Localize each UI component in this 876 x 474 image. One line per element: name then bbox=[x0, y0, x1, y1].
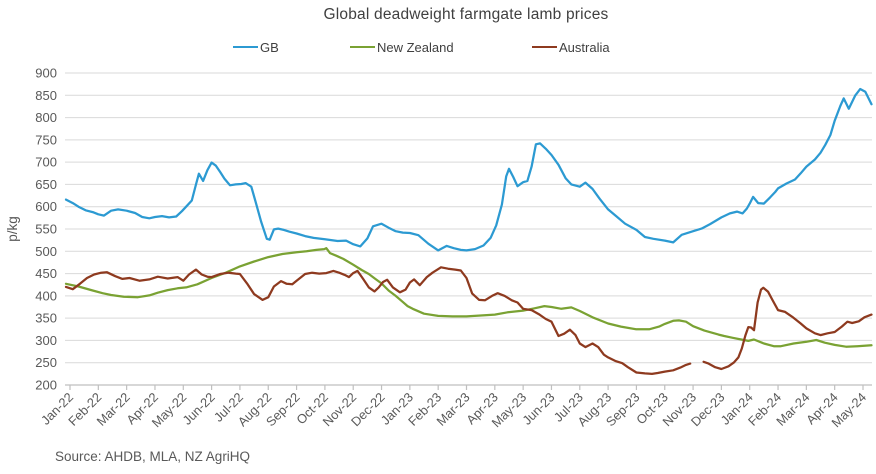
australia-line-swatch-icon bbox=[532, 45, 557, 49]
y-tick-label: 250 bbox=[35, 355, 57, 370]
legend-item-gb: GB bbox=[233, 38, 279, 56]
series-line-gb bbox=[64, 87, 873, 252]
y-tick-label: 550 bbox=[35, 222, 57, 237]
legend-label-australia: Australia bbox=[559, 39, 610, 55]
y-tick-label: 500 bbox=[35, 244, 57, 259]
x-tick-label: Jun-23 bbox=[519, 390, 557, 428]
y-tick-label: 650 bbox=[35, 177, 57, 192]
y-tick-label: 400 bbox=[35, 288, 57, 303]
y-tick-label: 300 bbox=[35, 333, 57, 348]
y-tick-label: 800 bbox=[35, 110, 57, 125]
series-line-australia bbox=[64, 266, 692, 376]
series-line-new-zealand bbox=[64, 247, 873, 348]
y-tick-label: 600 bbox=[35, 199, 57, 214]
x-tick-label: Jun-22 bbox=[179, 390, 217, 428]
y-axis-title: p/kg bbox=[5, 216, 20, 242]
y-tick-label: 700 bbox=[35, 155, 57, 170]
y-tick-label: 200 bbox=[35, 378, 57, 393]
chart-title: Global deadweight farmgate lamb prices bbox=[323, 6, 609, 23]
legend-label-gb: GB bbox=[260, 39, 279, 55]
series-line-australia bbox=[702, 286, 873, 371]
legend-label-new-zealand: New Zealand bbox=[377, 39, 454, 55]
y-tick-label: 850 bbox=[35, 88, 57, 103]
source-note: Source: AHDB, MLA, NZ AgriHQ bbox=[55, 449, 251, 464]
gb-line-swatch-icon bbox=[233, 45, 258, 49]
legend-item-australia: Australia bbox=[532, 38, 610, 56]
y-tick-label: 450 bbox=[35, 266, 57, 281]
new-zealand-line-swatch-icon bbox=[350, 45, 375, 49]
y-tick-label: 350 bbox=[35, 311, 57, 326]
y-tick-label: 900 bbox=[35, 66, 57, 81]
legend-item-new-zealand: New Zealand bbox=[350, 38, 454, 56]
legend: GB New Zealand Australia bbox=[0, 38, 876, 56]
y-tick-label: 750 bbox=[35, 132, 57, 147]
